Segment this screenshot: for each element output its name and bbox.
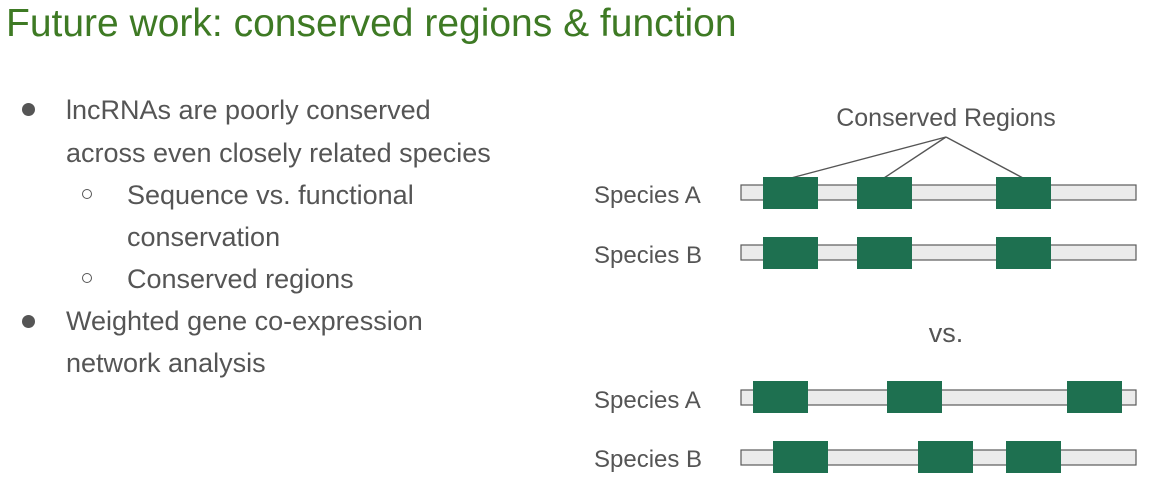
pointer-line-3 bbox=[945, 136, 1024, 179]
bullet-dot-icon bbox=[22, 103, 35, 116]
species-a-regions-top bbox=[763, 177, 1051, 209]
conserved-regions-pointers bbox=[790, 136, 1024, 179]
bullet-dot-icon bbox=[22, 315, 35, 328]
sub-bullet-circle-icon bbox=[82, 273, 92, 283]
conserved-region-block bbox=[996, 237, 1051, 269]
sub-bullet-1-line-1: Sequence vs. functional bbox=[127, 180, 414, 210]
bullet-1-line-2: across even closely related species bbox=[66, 138, 491, 168]
bullet-list: lncRNAs are poorly conserved across even… bbox=[22, 95, 491, 378]
bullet-2-line-2: network analysis bbox=[66, 348, 266, 378]
species-a-label-bottom: Species A bbox=[594, 387, 701, 414]
sub-bullet-circle-icon bbox=[82, 189, 92, 199]
conserved-region-block bbox=[857, 177, 912, 209]
region-block bbox=[753, 381, 808, 413]
conserved-region-block bbox=[996, 177, 1051, 209]
species-a-regions-bottom bbox=[753, 381, 1122, 413]
pointer-line-1 bbox=[790, 136, 947, 179]
bullet-1-line-1: lncRNAs are poorly conserved bbox=[66, 95, 431, 125]
conserved-regions-label: Conserved Regions bbox=[836, 104, 1056, 132]
conserved-region-block bbox=[857, 237, 912, 269]
region-block bbox=[773, 441, 828, 473]
vs-label: vs. bbox=[929, 318, 964, 348]
pointer-line-2 bbox=[883, 136, 947, 179]
species-b-label-bottom: Species B bbox=[594, 446, 702, 473]
species-b-regions-top bbox=[763, 237, 1051, 269]
region-block bbox=[918, 441, 973, 473]
species-a-label-top: Species A bbox=[594, 182, 701, 209]
species-b-label-top: Species B bbox=[594, 242, 702, 269]
slide-title: Future work: conserved regions & functio… bbox=[6, 2, 737, 45]
conserved-region-block bbox=[763, 177, 818, 209]
bullet-2-line-1: Weighted gene co-expression bbox=[66, 306, 423, 336]
conserved-region-block bbox=[763, 237, 818, 269]
sub-bullet-2-line-1: Conserved regions bbox=[127, 264, 354, 294]
region-block bbox=[1067, 381, 1122, 413]
region-block bbox=[887, 381, 942, 413]
region-block bbox=[1006, 441, 1061, 473]
sub-bullet-1-line-2: conservation bbox=[127, 222, 281, 252]
species-b-regions-bottom bbox=[773, 441, 1061, 473]
